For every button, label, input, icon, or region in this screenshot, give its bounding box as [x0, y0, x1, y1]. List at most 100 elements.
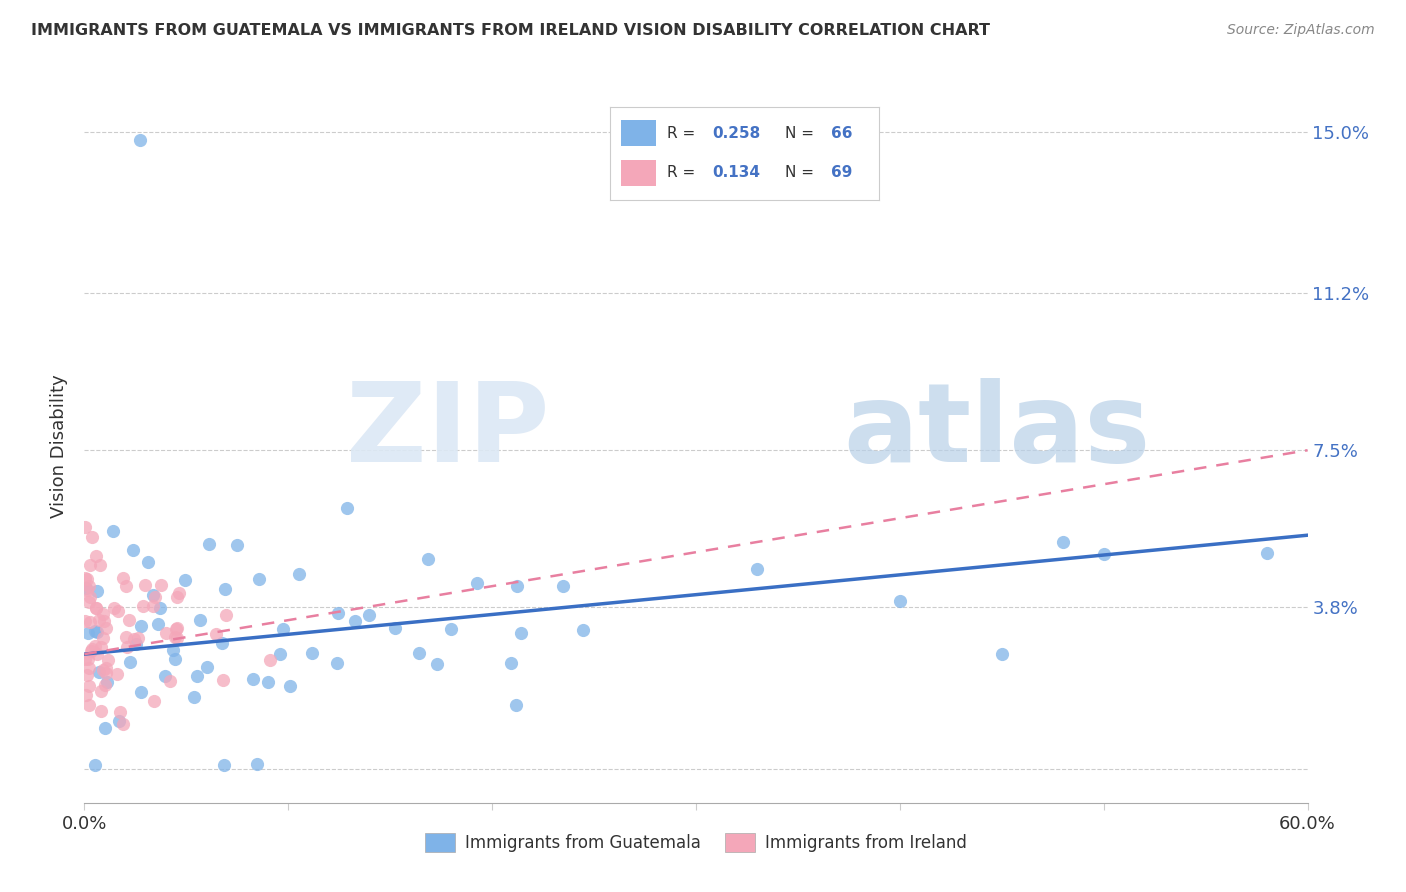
Point: [257, 675, 280, 690]
Point: [991, 648, 1014, 662]
Point: [124, 632, 146, 646]
Point: [188, 613, 211, 627]
Point: [118, 613, 141, 627]
Point: [94, 661, 117, 675]
Point: [173, 574, 195, 588]
Point: [143, 590, 166, 604]
Y-axis label: Vision Disability: Vision Disability: [51, 374, 69, 518]
Point: [1052, 534, 1074, 549]
Point: [551, 579, 574, 593]
Point: [127, 631, 149, 645]
Point: [87, 665, 110, 680]
Point: [211, 636, 233, 650]
Point: [107, 604, 129, 618]
Point: [159, 673, 181, 688]
Point: [269, 647, 291, 661]
Point: [77, 698, 100, 712]
Point: [83, 757, 105, 772]
Point: [91, 631, 114, 645]
Point: [82, 641, 104, 656]
Point: [259, 652, 281, 666]
Point: [195, 659, 218, 673]
Point: [142, 588, 165, 602]
Point: [84, 600, 107, 615]
Point: [118, 655, 141, 669]
Point: [301, 646, 323, 660]
Point: [242, 672, 264, 686]
Point: [465, 576, 488, 591]
Point: [94, 621, 117, 635]
Point: [326, 656, 349, 670]
Point: [103, 600, 125, 615]
Point: [183, 690, 205, 704]
Point: [287, 566, 309, 581]
Point: [121, 542, 143, 557]
Point: [509, 626, 531, 640]
Point: [79, 558, 101, 572]
Point: [155, 626, 177, 640]
Point: [86, 647, 108, 661]
Point: [506, 579, 529, 593]
Point: [505, 698, 527, 712]
Point: [84, 600, 107, 615]
Point: [75, 581, 97, 595]
Point: [198, 537, 221, 551]
Point: [205, 627, 228, 641]
Point: [115, 631, 138, 645]
Point: [86, 624, 108, 639]
Point: [76, 583, 98, 598]
Point: [93, 614, 115, 628]
Point: [79, 644, 101, 658]
Text: Source: ZipAtlas.com: Source: ZipAtlas.com: [1227, 23, 1375, 37]
Point: [336, 501, 359, 516]
Point: [94, 678, 117, 692]
Point: [77, 661, 100, 675]
Point: [112, 716, 135, 731]
Point: [426, 657, 449, 672]
Point: [125, 636, 148, 650]
Point: [212, 757, 235, 772]
Point: [105, 667, 128, 681]
Point: [101, 524, 124, 538]
Point: [225, 538, 247, 552]
Point: [90, 683, 112, 698]
Point: [889, 594, 911, 608]
Point: [115, 640, 138, 654]
Point: [136, 554, 159, 568]
Point: [129, 133, 152, 147]
Point: [246, 756, 269, 771]
Point: [163, 652, 186, 666]
Point: [747, 562, 769, 576]
Point: [91, 607, 114, 621]
Point: [90, 704, 112, 718]
Point: [80, 530, 103, 544]
Point: [86, 583, 108, 598]
Point: [77, 595, 100, 609]
Point: [79, 590, 101, 604]
Point: [132, 599, 155, 613]
Text: ZIP: ZIP: [346, 378, 550, 485]
Point: [73, 652, 96, 666]
Point: [77, 579, 100, 593]
Point: [416, 551, 439, 566]
Point: [384, 622, 406, 636]
Point: [79, 615, 101, 629]
Point: [83, 624, 105, 639]
Point: [75, 571, 97, 585]
Point: [94, 721, 117, 735]
Point: [142, 694, 165, 708]
Point: [153, 668, 176, 682]
Point: [162, 643, 184, 657]
Point: [129, 685, 152, 699]
Point: [211, 673, 233, 687]
Point: [165, 622, 187, 636]
Text: IMMIGRANTS FROM GUATEMALA VS IMMIGRANTS FROM IRELAND VISION DISABILITY CORRELATI: IMMIGRANTS FROM GUATEMALA VS IMMIGRANTS …: [31, 23, 990, 38]
Point: [77, 679, 100, 693]
Point: [142, 599, 165, 613]
Point: [84, 639, 107, 653]
Point: [328, 606, 350, 620]
Point: [108, 714, 131, 729]
Point: [149, 600, 172, 615]
Point: [89, 558, 111, 572]
Point: [166, 631, 188, 645]
